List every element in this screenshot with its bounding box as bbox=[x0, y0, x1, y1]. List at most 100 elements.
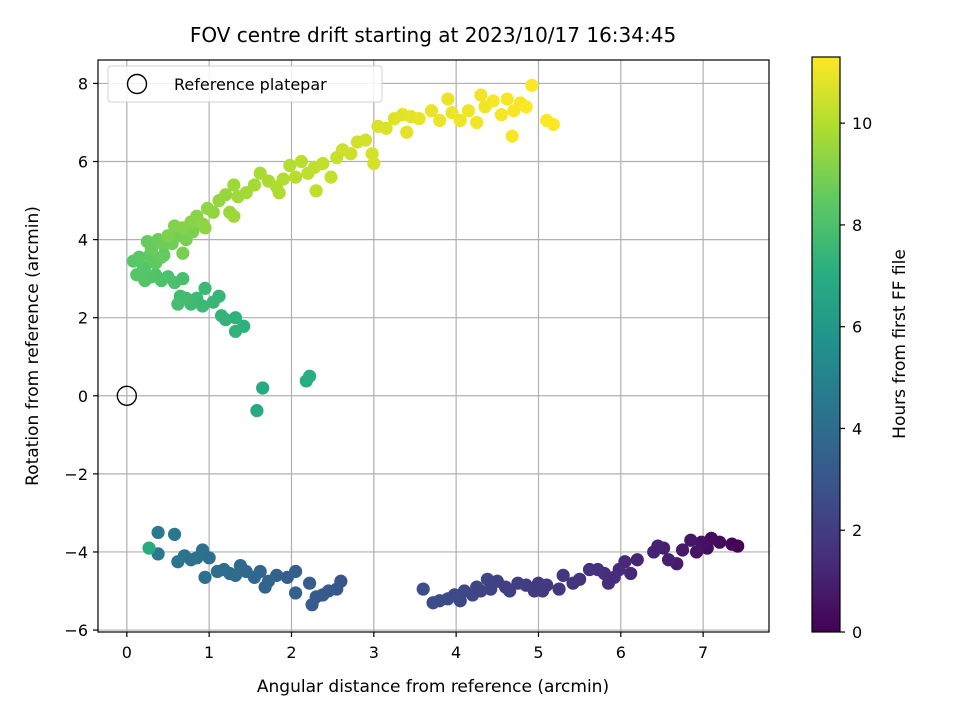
x-tick-label: 5 bbox=[533, 643, 543, 662]
data-point bbox=[486, 94, 500, 108]
data-point bbox=[316, 156, 330, 171]
data-point bbox=[151, 525, 165, 540]
data-point bbox=[283, 158, 297, 173]
colorbar-tick-label: 0 bbox=[852, 623, 862, 642]
data-point bbox=[302, 369, 317, 383]
data-point bbox=[258, 580, 272, 594]
data-point bbox=[725, 537, 739, 551]
data-point bbox=[647, 545, 661, 559]
y-tick-label: −4 bbox=[64, 543, 88, 562]
y-tick-label: 8 bbox=[78, 74, 88, 93]
data-point bbox=[294, 154, 308, 169]
data-point bbox=[253, 166, 267, 180]
x-tick-label: 7 bbox=[698, 643, 708, 662]
data-point bbox=[525, 78, 539, 92]
data-points bbox=[126, 78, 745, 612]
legend-label: Reference platepar bbox=[174, 75, 327, 94]
data-point bbox=[171, 555, 185, 569]
data-point bbox=[400, 125, 414, 139]
y-tick-label: 4 bbox=[78, 231, 88, 250]
data-point bbox=[171, 297, 185, 311]
data-point bbox=[684, 533, 698, 547]
y-axis-ticks: −6 −4 −2 0 2 4 6 8 bbox=[64, 74, 98, 640]
y-tick-label: −2 bbox=[64, 465, 88, 484]
data-point bbox=[167, 527, 182, 541]
data-point bbox=[416, 582, 430, 596]
data-point bbox=[426, 596, 440, 610]
data-point bbox=[379, 121, 393, 135]
data-point bbox=[247, 178, 262, 192]
data-point bbox=[661, 553, 676, 567]
y-axis-label: Rotation from reference (arcmin) bbox=[23, 206, 43, 486]
data-point bbox=[474, 584, 488, 598]
data-point bbox=[206, 295, 220, 309]
data-point bbox=[433, 113, 447, 128]
data-point bbox=[546, 117, 560, 132]
colorbar-tick-label: 2 bbox=[852, 521, 862, 540]
x-tick-label: 4 bbox=[451, 643, 461, 662]
colorbar-gradient bbox=[812, 57, 840, 632]
data-point bbox=[694, 535, 709, 549]
data-point bbox=[198, 221, 212, 235]
legend-marker-icon bbox=[126, 73, 148, 95]
legend-box bbox=[107, 65, 383, 103]
data-point bbox=[157, 248, 171, 262]
data-point bbox=[324, 170, 338, 184]
grid bbox=[98, 60, 769, 632]
data-point bbox=[344, 147, 358, 161]
data-point bbox=[144, 242, 159, 256]
colorbar: 0 2 4 6 8 10 Hours from first FF file bbox=[811, 56, 910, 642]
colorbar-tick-label: 4 bbox=[852, 419, 862, 438]
data-point bbox=[288, 586, 303, 600]
data-point bbox=[228, 311, 243, 325]
data-point bbox=[136, 262, 150, 276]
data-point bbox=[309, 184, 323, 198]
x-tick-label: 0 bbox=[122, 643, 132, 662]
data-point bbox=[210, 564, 224, 579]
data-point bbox=[552, 582, 566, 596]
data-point bbox=[227, 209, 241, 223]
data-point bbox=[239, 186, 253, 200]
colorbar-tick-label: 6 bbox=[852, 318, 862, 337]
data-point bbox=[453, 113, 467, 128]
data-point bbox=[535, 584, 550, 598]
data-point bbox=[675, 543, 690, 557]
data-point bbox=[582, 562, 597, 577]
data-point bbox=[358, 133, 373, 147]
data-point bbox=[461, 104, 476, 118]
data-point bbox=[272, 186, 286, 200]
data-point bbox=[480, 572, 495, 586]
data-point bbox=[233, 559, 248, 573]
data-point bbox=[505, 129, 519, 143]
reference-point-marker bbox=[116, 385, 138, 406]
x-tick-label: 2 bbox=[286, 643, 296, 662]
colorbar-ticks: 0 2 4 6 8 10 bbox=[840, 114, 872, 642]
data-point bbox=[630, 553, 644, 567]
data-point bbox=[206, 205, 220, 219]
data-point bbox=[365, 147, 379, 161]
y-tick-label: 2 bbox=[78, 309, 88, 328]
x-tick-label: 1 bbox=[204, 643, 214, 662]
x-tick-label: 3 bbox=[369, 643, 379, 662]
data-point bbox=[470, 115, 484, 130]
colorbar-tick-label: 10 bbox=[852, 114, 872, 133]
data-point bbox=[424, 104, 439, 118]
data-point bbox=[176, 246, 190, 260]
data-point bbox=[288, 170, 303, 184]
colorbar-label: Hours from first FF file bbox=[890, 249, 910, 439]
data-point bbox=[198, 570, 212, 584]
data-point bbox=[214, 309, 229, 323]
y-tick-label: 0 bbox=[78, 387, 88, 406]
data-point bbox=[412, 111, 426, 126]
data-point bbox=[500, 92, 514, 106]
data-point bbox=[445, 106, 459, 120]
plot-frame bbox=[97, 59, 770, 633]
y-tick-label: −6 bbox=[64, 621, 88, 640]
data-point bbox=[228, 324, 243, 338]
data-point bbox=[256, 381, 270, 395]
x-axis-label: Angular distance from reference (arcmin) bbox=[257, 677, 609, 697]
data-point bbox=[132, 250, 146, 264]
data-point bbox=[624, 566, 638, 581]
data-point bbox=[556, 568, 570, 582]
colorbar-frame bbox=[811, 56, 841, 633]
